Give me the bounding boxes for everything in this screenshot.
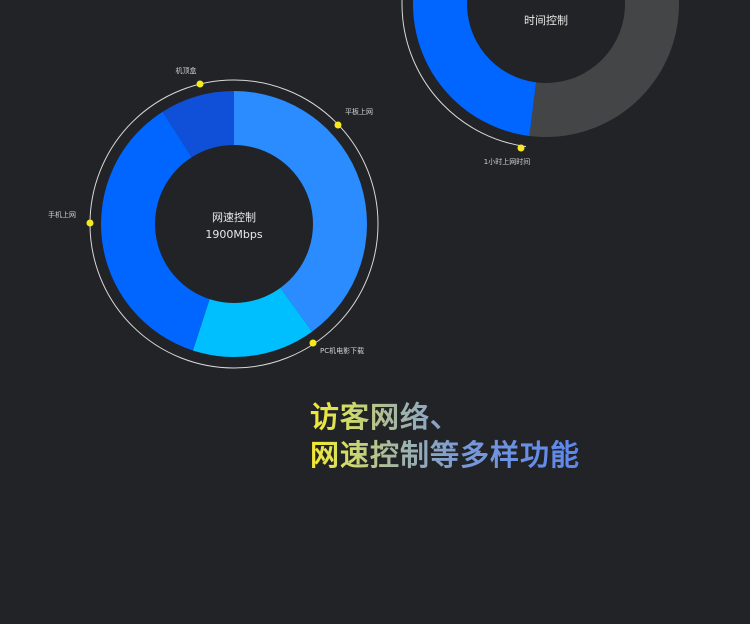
slice-label: 1小时上网时间 [484, 157, 530, 166]
marker-dot [309, 339, 317, 347]
marker-dot [86, 219, 94, 227]
center-value: 1900Mbps [205, 228, 262, 241]
marker-dot [517, 144, 525, 152]
slice-label: 手机上网 [48, 210, 76, 219]
slice-0 [529, 0, 679, 137]
marker-dot [196, 80, 204, 88]
slice-label: 机顶盒 [176, 66, 197, 75]
slice-label: PC机电影下载 [320, 346, 364, 355]
guide-ring [401, 0, 527, 148]
slice-3 [162, 91, 234, 158]
center-title: 网速控制 [212, 210, 256, 224]
center-title: 时间控制 [524, 13, 568, 27]
slice-label: 平板上网 [345, 107, 373, 116]
headline-line2: 网速控制等多样功能 [310, 438, 581, 472]
slice-2 [101, 111, 210, 351]
slice-0 [234, 91, 368, 332]
marker-dot [334, 121, 342, 129]
headline: 访客网络、 网速控制等多样功能 [310, 398, 580, 474]
headline-line1: 访客网络、 [310, 400, 461, 434]
slice-1 [192, 287, 313, 358]
slice-1 [413, 0, 537, 136]
